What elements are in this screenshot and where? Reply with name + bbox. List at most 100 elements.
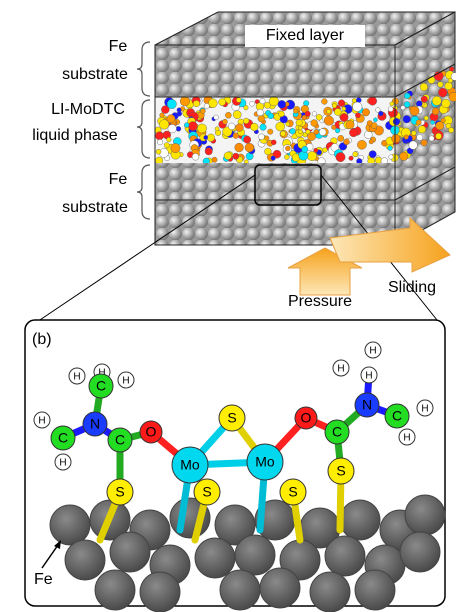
fixed-layer-label: Fixed layer bbox=[266, 27, 345, 44]
molecule-atom bbox=[404, 135, 409, 140]
molecule-atom bbox=[418, 126, 426, 134]
molecule-atom bbox=[204, 103, 209, 108]
fe-atom bbox=[340, 500, 380, 540]
molecule-atom bbox=[168, 124, 177, 133]
molecule-atom bbox=[390, 102, 394, 106]
molecule-atom bbox=[280, 131, 285, 136]
molecule-atom bbox=[400, 152, 409, 161]
molecule-atom bbox=[314, 148, 318, 152]
panel-label: (b) bbox=[32, 331, 52, 348]
fe-atom bbox=[220, 570, 260, 610]
molecule-atom bbox=[200, 109, 205, 114]
molecule-atom bbox=[371, 123, 377, 129]
atom-label: S bbox=[336, 463, 345, 479]
molecule-atom bbox=[215, 127, 219, 131]
molecule-atom bbox=[294, 109, 298, 113]
molecule-atom bbox=[214, 115, 219, 120]
molecule-atom bbox=[228, 123, 235, 130]
molecule-atom bbox=[355, 113, 360, 118]
substrate-label: substrate bbox=[62, 199, 128, 216]
molecule-atom bbox=[307, 151, 316, 160]
molecule-atom bbox=[334, 108, 341, 115]
fe-atom bbox=[50, 505, 90, 545]
molecule-atom bbox=[378, 111, 383, 116]
molecule-atom bbox=[250, 101, 255, 106]
atom-label: C bbox=[58, 430, 68, 446]
molecule-atom bbox=[278, 100, 286, 108]
molecule-atom bbox=[312, 112, 317, 117]
molecule-atom bbox=[260, 98, 265, 103]
sliding-label: Sliding bbox=[388, 279, 436, 296]
atom-label: H bbox=[73, 372, 80, 383]
molecule-atom bbox=[331, 125, 336, 130]
molecule-atom bbox=[243, 136, 250, 143]
molecule-atom bbox=[192, 153, 199, 160]
molecule-atom bbox=[171, 143, 180, 152]
molecule-atom bbox=[332, 104, 337, 109]
fe-atom bbox=[95, 570, 135, 610]
atom-label: C bbox=[115, 432, 125, 448]
molecule-atom bbox=[276, 122, 285, 131]
molecule-atom bbox=[421, 96, 428, 103]
molecule-atom bbox=[290, 128, 296, 134]
molecule-atom bbox=[298, 126, 302, 130]
molecule-atom bbox=[156, 149, 161, 154]
molecule-atom bbox=[417, 134, 423, 140]
fe-atom bbox=[195, 538, 235, 578]
molecule-atom bbox=[411, 131, 416, 136]
fe-atom bbox=[65, 540, 105, 580]
atom-label: H bbox=[403, 433, 410, 444]
fe-atom bbox=[355, 570, 395, 610]
molecule-atom bbox=[432, 96, 441, 105]
molecule-atom bbox=[279, 111, 285, 117]
molecule-atom bbox=[404, 93, 410, 99]
molecule-atom bbox=[352, 98, 356, 102]
molecule-atom bbox=[250, 123, 258, 131]
molecule-atom bbox=[449, 92, 456, 101]
molecule-atom bbox=[224, 152, 232, 160]
atom-label: S bbox=[202, 484, 211, 500]
molecule-atom bbox=[432, 108, 439, 115]
molecule-atom bbox=[271, 140, 276, 145]
molecule-atom bbox=[222, 119, 227, 124]
pressure-label: Pressure bbox=[288, 293, 352, 310]
molecule-atom bbox=[164, 143, 169, 148]
molecule-atom bbox=[410, 106, 419, 115]
atom-label: H bbox=[59, 458, 66, 469]
molecule-atom bbox=[219, 99, 226, 106]
atom-label: Mo bbox=[255, 454, 275, 470]
molecule-atom bbox=[416, 120, 421, 125]
molecule-atom bbox=[296, 119, 302, 125]
molecule-atom bbox=[286, 122, 290, 126]
molecule-atom bbox=[340, 113, 348, 121]
fe-label: Fe bbox=[34, 571, 53, 588]
molecule-atom bbox=[177, 111, 182, 116]
molecule-atom bbox=[204, 135, 208, 139]
molecule-atom bbox=[212, 157, 217, 162]
molecule-atom bbox=[225, 112, 231, 118]
molecule-atom bbox=[258, 115, 265, 122]
molecule-atom bbox=[167, 137, 172, 142]
molecule-atom bbox=[160, 113, 165, 118]
molecule-atom bbox=[157, 139, 163, 145]
molecule-atom bbox=[373, 118, 377, 122]
molecule-atom bbox=[388, 107, 393, 112]
molecule-atom bbox=[349, 156, 354, 161]
liquid-label: liquid phase bbox=[32, 127, 118, 144]
molecule-atom bbox=[305, 111, 310, 116]
molecule-atom bbox=[307, 132, 315, 140]
molecule-atom bbox=[401, 105, 405, 109]
molecule-atom bbox=[233, 153, 239, 159]
atom-label: H bbox=[421, 404, 428, 415]
atom-label: H bbox=[365, 371, 372, 382]
molecule-atom bbox=[260, 124, 267, 131]
molecule-atom bbox=[437, 82, 443, 88]
molecule-atom bbox=[207, 134, 215, 142]
molecule-atom bbox=[336, 152, 345, 161]
molecule-atom bbox=[353, 152, 358, 157]
molecule-atom bbox=[264, 148, 271, 155]
molecule-atom bbox=[445, 82, 453, 90]
molecule-atom bbox=[235, 143, 244, 152]
fe-atom bbox=[310, 572, 350, 612]
atom-label: C bbox=[96, 378, 106, 394]
